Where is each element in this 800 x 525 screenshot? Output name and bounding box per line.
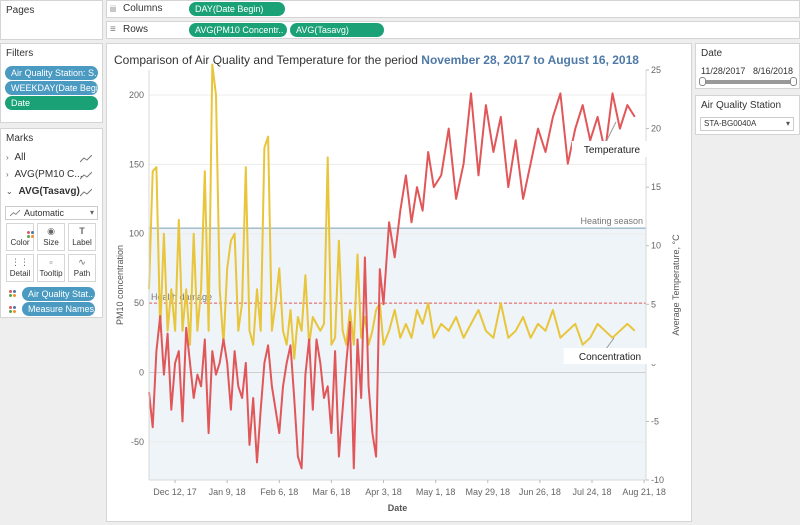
chart-title: Comparison of Air Quality and Temperatur…	[114, 53, 639, 67]
marks-item-pm10[interactable]: › AVG(PM10 C...	[6, 169, 98, 183]
chevron-right-icon: ›	[6, 170, 9, 179]
date-filter-card: Date 11/28/2017 8/16/2018	[695, 43, 800, 89]
rows-pill-pm10[interactable]: AVG(PM10 Concentr..	[189, 23, 287, 37]
marks-item-all[interactable]: › All	[6, 152, 98, 166]
date-filter-end: 8/16/2018	[752, 66, 793, 76]
rows-pill-tasavg[interactable]: AVG(Tasavg)	[290, 23, 384, 37]
tooltip-icon: ▫	[49, 257, 53, 267]
line-mark-icon	[80, 172, 92, 180]
label-button[interactable]: T Label	[68, 223, 96, 251]
chart-title-prefix: Comparison of Air Quality and Temperatur…	[114, 53, 422, 67]
marks-title: Marks	[6, 133, 34, 144]
station-filter-title: Air Quality Station	[701, 100, 782, 111]
date-range-end-handle[interactable]	[790, 77, 797, 86]
chevron-right-icon: ›	[6, 153, 9, 162]
columns-pill-day-date-begin[interactable]: DAY(Date Begin)	[189, 2, 285, 16]
chevron-down-icon: ▾	[785, 119, 790, 128]
mark-type-select[interactable]: Automatic ▾	[5, 206, 98, 220]
line-mark-icon	[10, 210, 20, 217]
marks-field-air-quality-station[interactable]: Air Quality Stat..	[22, 287, 95, 301]
columns-shelf[interactable]: iii Columns DAY(Date Begin)	[106, 0, 800, 18]
mark-type-value: Automatic	[24, 208, 65, 218]
marks-item-pm10-label: AVG(PM10 C...	[14, 169, 83, 180]
line-mark-icon	[80, 155, 92, 163]
chart-title-period: November 28, 2017 to August 16, 2018	[421, 53, 639, 67]
columns-label: Columns	[123, 3, 163, 14]
date-range-start-handle[interactable]	[699, 77, 706, 86]
color-dots-icon	[9, 290, 17, 298]
rows-label: Rows	[123, 24, 149, 35]
date-filter-start: 11/28/2017	[701, 66, 746, 76]
station-filter-card: Air Quality Station STA-BG0040A ▾	[695, 95, 800, 135]
marks-card: Marks › All › AVG(PM10 C... ⌄ AVG(Tasavg…	[0, 128, 103, 318]
color-button[interactable]: Color	[6, 223, 34, 251]
filter-pill-air-quality-station[interactable]: Air Quality Station: S..	[5, 66, 98, 80]
marks-item-tasavg-label: AVG(Tasavg)	[18, 186, 80, 197]
tooltip-button-label: Tooltip	[39, 269, 63, 278]
tooltip-button[interactable]: ▫ Tooltip	[37, 254, 65, 282]
date-filter-title: Date	[701, 48, 723, 59]
detail-button[interactable]: ⋮⋮ Detail	[6, 254, 34, 282]
filters-card: Filters Air Quality Station: S.. WEEKDAY…	[0, 43, 103, 123]
station-select-value: STA-BG0040A	[704, 119, 757, 128]
detail-button-label: Detail	[9, 269, 31, 278]
size-button[interactable]: ◉ Size	[37, 223, 65, 251]
chart-card: Comparison of Air Quality and Temperatur…	[106, 43, 692, 522]
path-icon: ∿	[78, 257, 86, 267]
pages-title: Pages	[6, 5, 35, 16]
pages-card: Pages	[0, 0, 103, 40]
label-icon: T	[79, 226, 85, 236]
filters-title: Filters	[6, 48, 34, 59]
rows-shelf[interactable]: ≡ Rows AVG(PM10 Concentr.. AVG(Tasavg)	[106, 21, 800, 39]
station-select[interactable]: STA-BG0040A ▾	[700, 117, 794, 131]
path-button-label: Path	[73, 269, 91, 278]
line-mark-icon	[80, 189, 92, 197]
path-button[interactable]: ∿ Path	[68, 254, 96, 282]
chevron-down-icon: ⌄	[6, 187, 13, 196]
marks-item-tasavg[interactable]: ⌄ AVG(Tasavg)	[6, 186, 98, 200]
color-button-label: Color	[10, 238, 30, 247]
filter-pill-date[interactable]: Date	[5, 96, 98, 110]
filter-pill-weekday[interactable]: WEEKDAY(Date Begi..	[5, 81, 98, 95]
chevron-down-icon: ▾	[89, 208, 94, 217]
color-dots-icon	[9, 306, 17, 314]
marks-item-all-label: All	[14, 152, 26, 163]
date-range-slider[interactable]	[702, 80, 794, 84]
label-button-label: Label	[72, 238, 92, 247]
size-button-label: Size	[43, 238, 59, 247]
detail-icon: ⋮⋮	[11, 257, 29, 267]
color-icon	[7, 224, 34, 238]
columns-icon: iii	[110, 4, 116, 14]
rows-icon: ≡	[110, 24, 116, 35]
size-icon: ◉	[47, 226, 55, 236]
marks-field-measure-names[interactable]: Measure Names	[22, 302, 95, 316]
